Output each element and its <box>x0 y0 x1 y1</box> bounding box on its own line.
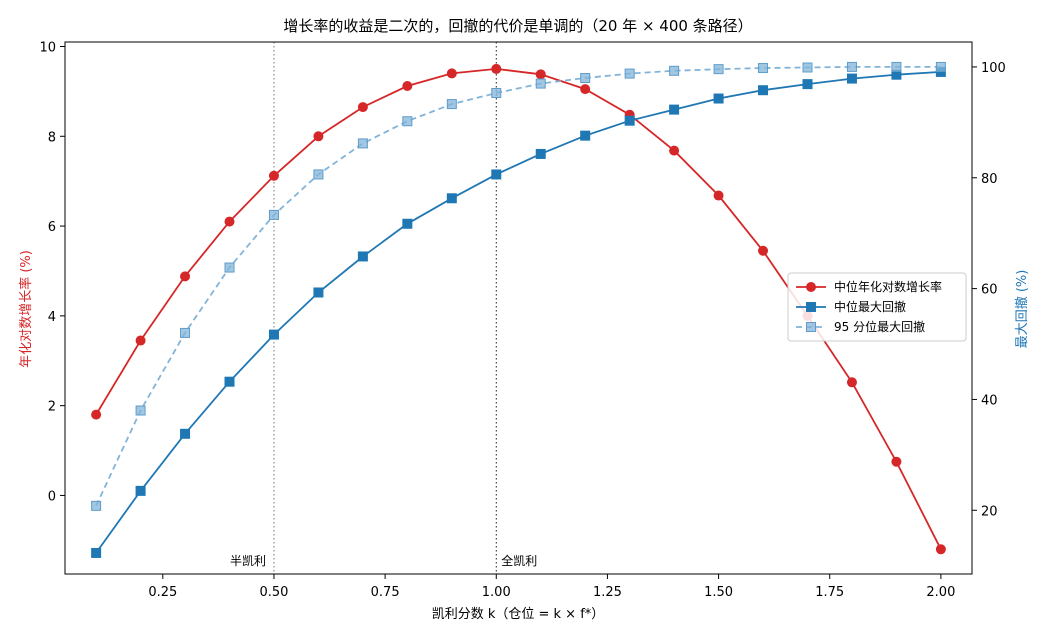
data-point <box>268 170 279 181</box>
y-left-tick-label: 4 <box>48 310 56 325</box>
data-point <box>357 138 368 149</box>
legend-label: 中位年化对数增长率 <box>834 279 942 294</box>
data-point <box>313 287 324 298</box>
data-point <box>180 428 191 439</box>
data-point <box>580 130 591 141</box>
data-point <box>846 377 857 388</box>
chart-title: 增长率的收益是二次的，回撤的代价是单调的（20 年 × 400 条路径） <box>283 17 752 35</box>
data-point <box>91 500 102 511</box>
data-point <box>846 73 857 84</box>
data-point <box>580 73 591 84</box>
y-left-tick-label: 10 <box>39 40 56 55</box>
x-tick-label: 0.50 <box>259 585 288 600</box>
data-point <box>402 116 413 127</box>
y-right-tick-label: 100 <box>981 61 1006 76</box>
y-right-axis-label: 最大回撤 (%) <box>1014 270 1030 349</box>
data-point <box>713 93 724 104</box>
y-right-tick-label: 80 <box>981 172 998 187</box>
data-point <box>891 69 902 80</box>
x-axis-ticks: 0.25 0.50 0.75 1.00 1.25 1.50 1.75 2.00 <box>148 574 955 600</box>
y-right-tick-label: 40 <box>981 393 998 408</box>
x-tick-label: 1.25 <box>593 585 622 600</box>
data-point <box>224 262 235 273</box>
data-point <box>669 145 680 156</box>
y-right-axis-ticks: 20 40 60 80 100 <box>972 61 1006 519</box>
data-point <box>713 190 724 201</box>
data-point <box>446 68 457 79</box>
legend-marker <box>806 322 816 332</box>
data-point <box>268 329 279 340</box>
y-left-tick-label: 8 <box>48 130 56 145</box>
data-point <box>846 61 857 72</box>
x-tick-label: 0.25 <box>148 585 177 600</box>
series-line <box>95 71 941 554</box>
vline-label: 全凯利 <box>501 553 537 568</box>
x-axis-label: 凯利分数 k（仓位 = k × f*） <box>432 607 605 622</box>
x-tick-label: 1.75 <box>815 585 844 600</box>
data-point <box>891 456 902 467</box>
y-left-axis-ticks: 0 2 4 6 8 10 <box>39 40 65 504</box>
data-point <box>91 547 102 558</box>
data-point <box>935 544 946 555</box>
legend-label: 中位最大回撤 <box>834 299 906 314</box>
x-tick-label: 0.75 <box>371 585 400 600</box>
data-point <box>935 61 946 72</box>
data-point <box>491 169 502 180</box>
data-point <box>535 78 546 89</box>
y-left-tick-label: 0 <box>48 489 56 504</box>
legend-marker <box>806 302 816 312</box>
data-point <box>180 327 191 338</box>
data-point <box>402 218 413 229</box>
data-point <box>802 79 813 90</box>
y-left-tick-label: 2 <box>48 400 56 415</box>
data-point <box>758 245 769 256</box>
data-point <box>180 271 191 282</box>
data-point <box>758 85 769 96</box>
data-point <box>669 104 680 115</box>
data-point <box>446 193 457 204</box>
data-point <box>491 87 502 98</box>
y-right-tick-label: 60 <box>981 283 998 298</box>
data-point <box>891 61 902 72</box>
data-point <box>669 65 680 76</box>
data-point <box>313 169 324 180</box>
data-point <box>402 80 413 91</box>
reference-lines: 半凯利 全凯利 <box>230 42 537 574</box>
data-point <box>446 99 457 110</box>
data-point <box>713 64 724 75</box>
vline-label: 半凯利 <box>230 554 266 568</box>
x-tick-label: 1.50 <box>704 585 733 600</box>
data-point <box>535 148 546 159</box>
data-point <box>224 376 235 387</box>
legend-marker <box>806 282 816 292</box>
series-line <box>95 66 941 507</box>
data-point <box>135 405 146 416</box>
y-left-tick-label: 6 <box>48 220 56 235</box>
data-point <box>758 63 769 74</box>
y-right-tick-label: 20 <box>981 504 998 519</box>
data-point <box>624 115 635 126</box>
x-tick-label: 2.00 <box>926 585 955 600</box>
legend-label: 95 分位最大回撤 <box>834 319 925 334</box>
legend-box <box>787 272 967 342</box>
plot-series <box>91 61 946 558</box>
data-point <box>135 485 146 496</box>
data-point <box>535 69 546 80</box>
y-left-axis-label: 年化对数增长率 (%) <box>18 250 34 368</box>
data-point <box>135 335 146 346</box>
data-point <box>91 409 102 420</box>
data-point <box>313 131 324 142</box>
data-point <box>268 209 279 220</box>
data-point <box>624 68 635 79</box>
x-tick-label: 1.00 <box>482 585 511 600</box>
data-point <box>580 84 591 95</box>
data-point <box>491 63 502 74</box>
data-point <box>357 251 368 262</box>
plot-frame <box>64 41 973 575</box>
data-point <box>802 62 813 73</box>
data-point <box>357 102 368 113</box>
data-point <box>224 216 235 227</box>
